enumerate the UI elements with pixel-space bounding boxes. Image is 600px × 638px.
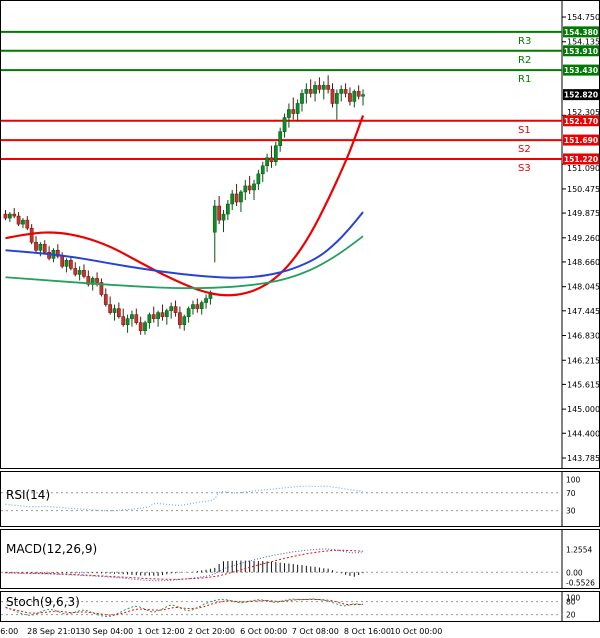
stoch-indicator-label: Stoch(9,6,3): [6, 595, 80, 609]
svg-text:145.615: 145.615: [567, 380, 599, 389]
rsi-canvas[interactable]: 100 70 30: [1, 472, 599, 526]
svg-text:0.00: 0.00: [566, 568, 583, 577]
svg-text:8 Oct 16:00: 8 Oct 16:00: [344, 627, 391, 636]
support-resistance-lines: R3 R2 R1 S1 S2 S3: [1, 30, 562, 174]
macd-indicator-label: MACD(12,26,9): [6, 542, 98, 556]
macd-panel[interactable]: 1.2554 0.00 -0.5526: [0, 529, 600, 589]
ma-fast-red: [5, 115, 365, 297]
svg-text:153.430: 153.430: [564, 66, 598, 75]
svg-text:30: 30: [566, 507, 576, 516]
svg-text:154.135: 154.135: [567, 38, 599, 47]
stoch-d: [5, 598, 364, 616]
svg-text:30 Sep 04:00: 30 Sep 04:00: [80, 627, 133, 636]
svg-text:28 Sep 21:01: 28 Sep 21:01: [27, 627, 80, 636]
svg-text:145.000: 145.000: [567, 405, 599, 414]
svg-text:151.090: 151.090: [567, 164, 599, 173]
svg-text:152.305: 152.305: [567, 108, 599, 117]
svg-text:144.400: 144.400: [567, 429, 599, 438]
svg-text:16:00: 16:00: [0, 627, 18, 636]
svg-text:S2: S2: [518, 144, 531, 155]
rsi-line: [5, 485, 364, 512]
ma-mid-blue: [5, 211, 364, 279]
svg-text:100: 100: [566, 593, 581, 602]
svg-text:70: 70: [566, 489, 576, 498]
svg-text:10 Oct 00:00: 10 Oct 00:00: [390, 627, 442, 636]
svg-text:R1: R1: [518, 74, 531, 85]
svg-text:148.660: 148.660: [567, 258, 599, 267]
stoch-panel[interactable]: 100 80 20: [0, 591, 600, 622]
svg-text:7 Oct 08:00: 7 Oct 08:00: [292, 627, 339, 636]
svg-text:150.475: 150.475: [567, 185, 599, 194]
svg-text:154.750: 154.750: [567, 13, 599, 22]
macd-canvas[interactable]: 1.2554 0.00-0.5526: [1, 530, 599, 588]
svg-text:148.045: 148.045: [567, 283, 599, 292]
svg-text:146.215: 146.215: [567, 356, 599, 365]
rsi-indicator-label: RSI(14): [6, 488, 51, 502]
svg-text:1.2554: 1.2554: [566, 545, 592, 554]
svg-text:151.220: 151.220: [564, 155, 598, 164]
price-axis: 154.750 154.135 152.305 151.090 150.475 149.8…: [561, 1, 599, 468]
svg-text:20: 20: [566, 611, 576, 620]
moving-averages: [5, 115, 365, 297]
current-price-badge: [563, 89, 599, 101]
svg-text:R2: R2: [518, 55, 531, 66]
candles: [3, 75, 365, 335]
svg-text:149.260: 149.260: [567, 234, 599, 243]
svg-text:S1: S1: [518, 125, 531, 136]
svg-text:152.820: 152.820: [564, 91, 598, 100]
svg-text:143.785: 143.785: [567, 454, 599, 463]
svg-text:2 Oct 20:00: 2 Oct 20:00: [188, 627, 235, 636]
svg-text:154.380: 154.380: [564, 28, 598, 37]
axis-badges: 154.380 153.910 153.430 152.170 151.690 151.2…: [563, 26, 599, 165]
svg-text:153.910: 153.910: [564, 47, 598, 56]
svg-text:152.170: 152.170: [564, 117, 598, 126]
price-chart-canvas[interactable]: 154.750 154.135 152.305 151.090 150.475 149.8…: [1, 1, 599, 468]
rsi-panel[interactable]: 100 70 30: [0, 471, 600, 527]
svg-text:R3: R3: [518, 36, 531, 47]
ma-slow-green: [5, 235, 364, 290]
signal-line: [5, 549, 364, 580]
svg-text:151.690: 151.690: [564, 136, 598, 145]
price-chart-panel[interactable]: 154.750 154.135 152.305 151.090 150.475 149.8…: [0, 0, 600, 469]
svg-text:147.445: 147.445: [567, 307, 599, 316]
svg-text:-0.5526: -0.5526: [566, 578, 595, 587]
macd-histogram: [5, 560, 364, 577]
svg-text:80: 80: [566, 598, 576, 607]
svg-text:100: 100: [566, 475, 581, 484]
svg-text:149.875: 149.875: [567, 209, 599, 218]
stoch-k: [5, 598, 364, 617]
svg-text:6 Oct 00:00: 6 Oct 00:00: [240, 627, 287, 636]
svg-text:146.830: 146.830: [567, 332, 599, 341]
svg-text:1 Oct 12:00: 1 Oct 12:00: [137, 627, 184, 636]
svg-text:S3: S3: [518, 163, 531, 174]
